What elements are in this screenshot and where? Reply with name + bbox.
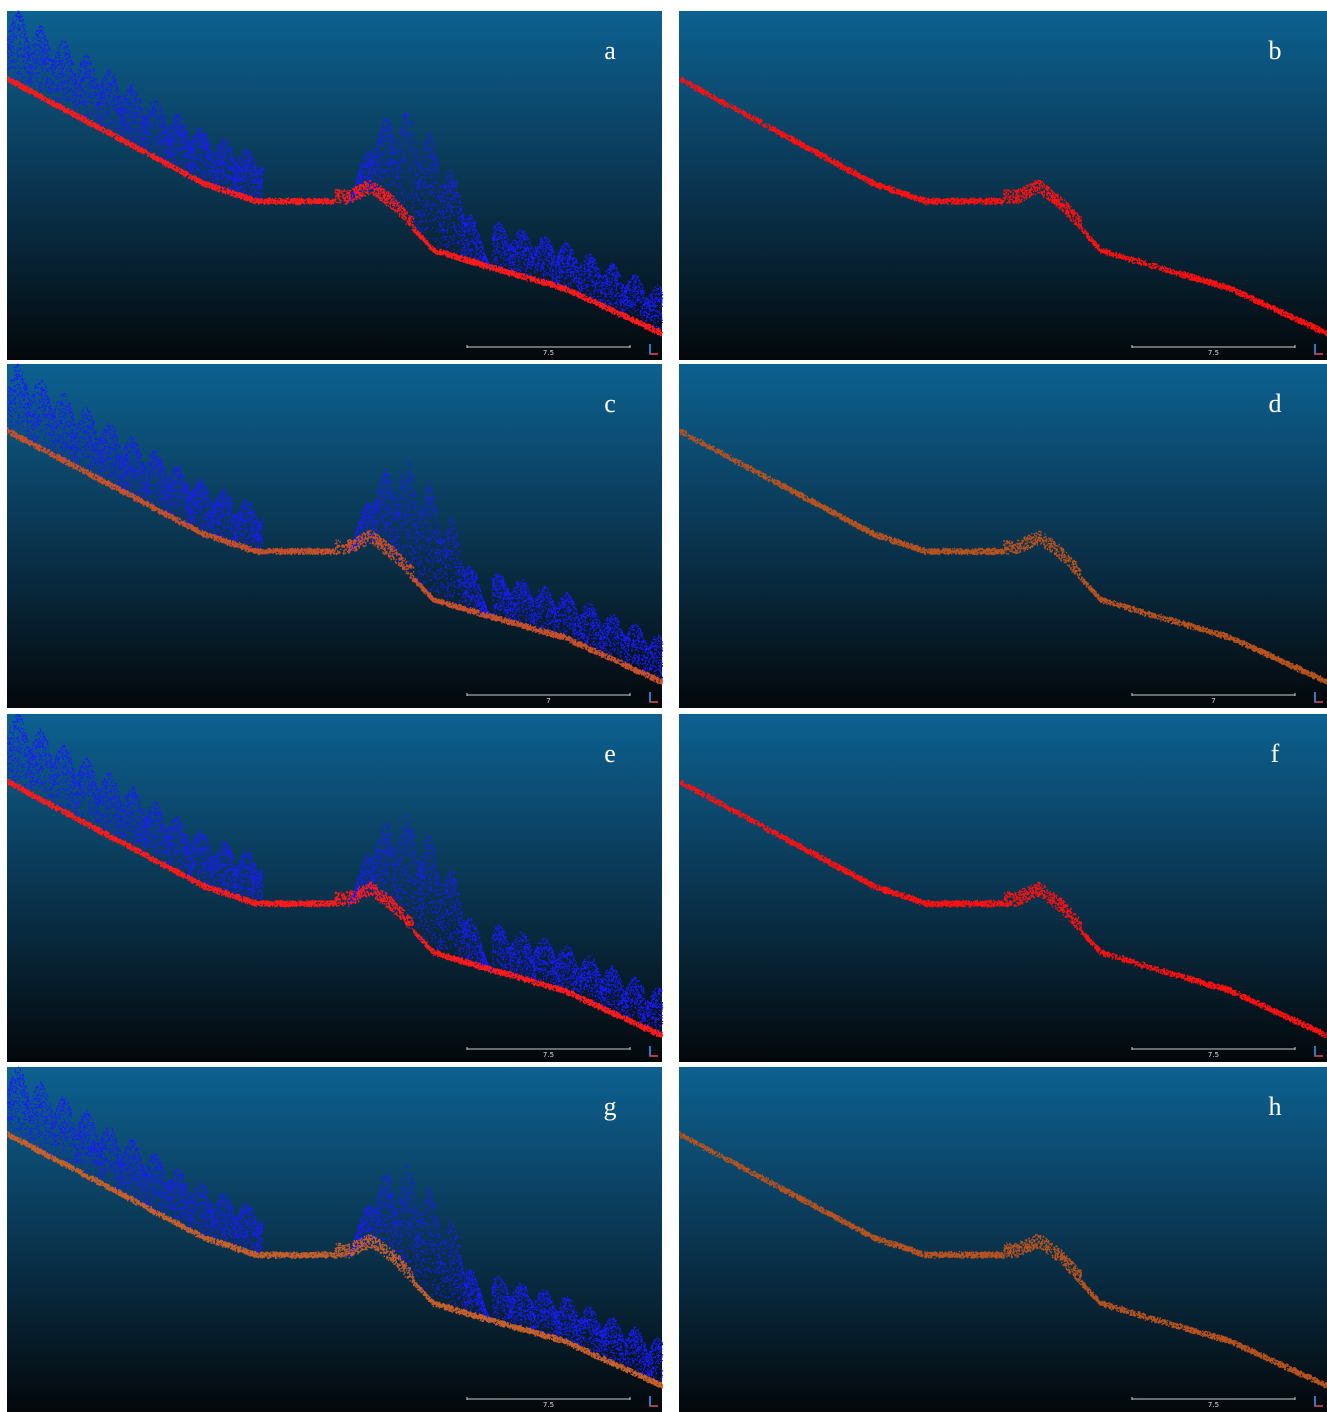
panel: g 7.5 xyxy=(7,1067,663,1412)
panel: b 7.5 xyxy=(679,11,1327,360)
panel-label: c xyxy=(604,389,616,418)
panel-label: a xyxy=(604,36,616,65)
panel-background xyxy=(679,11,1327,360)
scale-label: 7.5 xyxy=(543,1051,554,1059)
page: a7.5b7.5c7d7e7.5f7.5g7.5h7.5 (() => { co… xyxy=(0,0,1327,1412)
scale-label: 7.5 xyxy=(543,349,554,357)
figure: a7.5b7.5c7d7e7.5f7.5g7.5h7.5 xyxy=(0,0,1327,1412)
panel-background xyxy=(7,11,662,360)
scale-label: 7.5 xyxy=(543,1401,554,1409)
panel: d7 xyxy=(679,364,1327,708)
panel-background xyxy=(7,1067,662,1412)
scale-label: 7 xyxy=(546,697,550,705)
scale-label: 7.5 xyxy=(1208,1051,1219,1059)
scale-label: 7.5 xyxy=(1208,1401,1219,1409)
panel: f 7.5 xyxy=(679,714,1327,1062)
scale-label: 7 xyxy=(1211,697,1215,705)
panel-background xyxy=(679,364,1327,708)
panel-label: f xyxy=(1271,739,1280,768)
panel-label: e xyxy=(604,739,616,768)
panel-label: h xyxy=(1269,1092,1282,1121)
panel: a 7.5 xyxy=(7,11,663,360)
panel-background xyxy=(7,714,662,1062)
panel-label: g xyxy=(604,1092,617,1121)
panel-background xyxy=(679,1067,1327,1412)
panel-label: d xyxy=(1269,389,1282,418)
panel: h 7.5 xyxy=(679,1067,1327,1412)
panel: c7 xyxy=(7,364,663,708)
panel-background xyxy=(679,714,1327,1062)
scale-label: 7.5 xyxy=(1208,349,1219,357)
panel: e 7.5 xyxy=(7,714,663,1062)
panel-label: b xyxy=(1269,36,1282,65)
panel-background xyxy=(7,364,662,708)
